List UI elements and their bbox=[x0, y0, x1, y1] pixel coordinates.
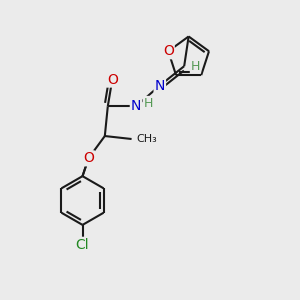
Text: N: N bbox=[131, 99, 141, 113]
Text: Cl: Cl bbox=[76, 238, 89, 252]
Text: O: O bbox=[163, 44, 174, 58]
Text: O: O bbox=[83, 151, 94, 165]
Text: CH₃: CH₃ bbox=[136, 134, 157, 144]
Text: O: O bbox=[107, 73, 118, 87]
Text: N: N bbox=[154, 79, 165, 92]
Text: H: H bbox=[144, 97, 153, 110]
Text: H: H bbox=[191, 60, 200, 73]
